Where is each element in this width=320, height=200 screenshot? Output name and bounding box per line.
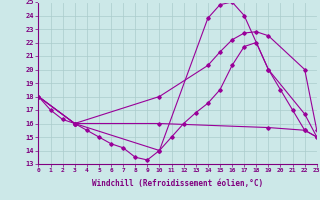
X-axis label: Windchill (Refroidissement éolien,°C): Windchill (Refroidissement éolien,°C): [92, 179, 263, 188]
